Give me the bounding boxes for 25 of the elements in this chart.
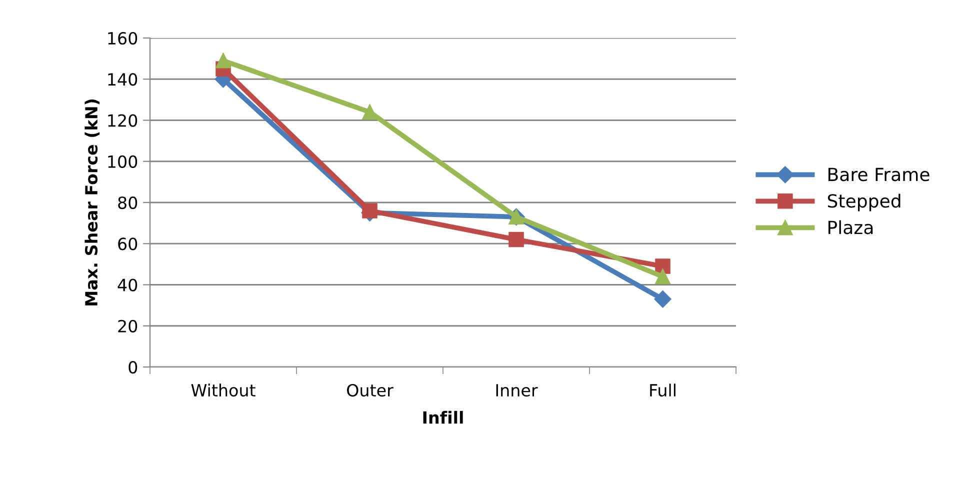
point: [362, 203, 378, 218]
point: [654, 290, 672, 308]
y-tick-label: 160: [108, 32, 138, 45]
x-tick-label: Outer: [347, 384, 394, 397]
legend-label: Stepped: [828, 194, 900, 212]
x-tick-label: Inner: [496, 384, 538, 397]
legend-label: Plaza: [828, 220, 873, 234]
x-tick-label: Without: [191, 384, 256, 397]
y-tick-label: 20: [118, 320, 138, 332]
point: [216, 52, 231, 68]
y-tick-label: 80: [118, 196, 138, 210]
y-tick-label: 60: [118, 238, 138, 250]
x-axis-title: Infill: [423, 410, 463, 424]
y-tick-label: 0: [128, 360, 138, 374]
y-tick-label: 100: [108, 155, 138, 168]
point: [362, 104, 378, 120]
point: [655, 258, 670, 274]
x-tick-label: Full: [650, 384, 676, 397]
y-tick-label: 140: [108, 73, 138, 86]
legend-label: Bare Frame: [828, 168, 930, 182]
y-axis-title: Max. Shear Force (kN): [84, 100, 100, 306]
point: [508, 232, 524, 248]
point: [655, 268, 670, 284]
y-tick-label: 120: [108, 114, 138, 127]
y-tick-label: 40: [118, 278, 138, 292]
